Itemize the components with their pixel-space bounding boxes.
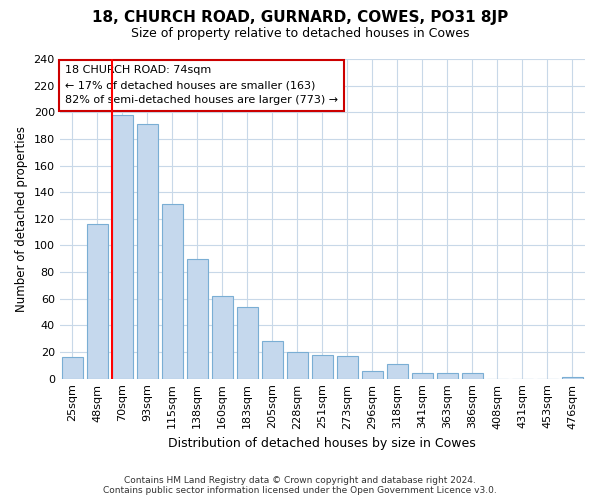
Bar <box>312 354 333 378</box>
Bar <box>86 224 108 378</box>
X-axis label: Distribution of detached houses by size in Cowes: Distribution of detached houses by size … <box>169 437 476 450</box>
Bar <box>62 358 83 378</box>
Text: 18 CHURCH ROAD: 74sqm
← 17% of detached houses are smaller (163)
82% of semi-det: 18 CHURCH ROAD: 74sqm ← 17% of detached … <box>65 66 338 105</box>
Bar <box>236 307 258 378</box>
Bar <box>112 115 133 378</box>
Bar <box>161 204 183 378</box>
Bar <box>412 374 433 378</box>
Bar <box>137 124 158 378</box>
Y-axis label: Number of detached properties: Number of detached properties <box>15 126 28 312</box>
Bar <box>387 364 408 378</box>
Text: Size of property relative to detached houses in Cowes: Size of property relative to detached ho… <box>131 28 469 40</box>
Text: Contains HM Land Registry data © Crown copyright and database right 2024.
Contai: Contains HM Land Registry data © Crown c… <box>103 476 497 495</box>
Text: 18, CHURCH ROAD, GURNARD, COWES, PO31 8JP: 18, CHURCH ROAD, GURNARD, COWES, PO31 8J… <box>92 10 508 25</box>
Bar <box>262 342 283 378</box>
Bar <box>337 356 358 378</box>
Bar <box>212 296 233 378</box>
Bar <box>187 259 208 378</box>
Bar <box>437 374 458 378</box>
Bar <box>462 374 483 378</box>
Bar <box>287 352 308 378</box>
Bar <box>362 370 383 378</box>
